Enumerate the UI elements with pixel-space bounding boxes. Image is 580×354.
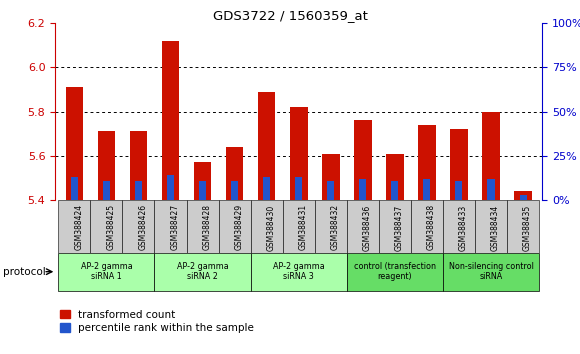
- Bar: [162, 41, 179, 200]
- Bar: [135, 181, 142, 200]
- Text: GSM388426: GSM388426: [139, 204, 147, 250]
- Bar: [487, 179, 495, 200]
- Text: GSM388429: GSM388429: [234, 204, 244, 250]
- Bar: [392, 181, 398, 200]
- Bar: [71, 177, 78, 200]
- Bar: [219, 200, 251, 253]
- Text: GSM388432: GSM388432: [331, 204, 340, 250]
- Bar: [386, 154, 404, 200]
- Text: GSM388427: GSM388427: [171, 204, 179, 250]
- Bar: [282, 200, 315, 253]
- Text: control (transfection
reagent): control (transfection reagent): [354, 262, 436, 281]
- Bar: [520, 195, 527, 200]
- Bar: [258, 92, 276, 200]
- Text: GSM388434: GSM388434: [491, 204, 500, 251]
- Bar: [443, 252, 539, 291]
- Bar: [97, 131, 115, 200]
- Bar: [514, 191, 532, 200]
- Bar: [507, 200, 539, 253]
- Bar: [354, 120, 372, 200]
- Bar: [194, 162, 211, 200]
- Bar: [475, 200, 507, 253]
- Bar: [359, 179, 367, 200]
- Bar: [199, 181, 206, 200]
- Bar: [263, 177, 270, 200]
- Text: Non-silencing control
siRNA: Non-silencing control siRNA: [448, 262, 534, 281]
- Bar: [418, 125, 436, 200]
- Text: GSM388425: GSM388425: [106, 204, 115, 250]
- Bar: [295, 177, 302, 200]
- Bar: [443, 200, 475, 253]
- Bar: [251, 252, 347, 291]
- Text: GSM388437: GSM388437: [395, 204, 404, 251]
- Bar: [327, 181, 334, 200]
- Bar: [411, 200, 443, 253]
- Text: protocol: protocol: [3, 267, 46, 277]
- Bar: [290, 107, 307, 200]
- Bar: [103, 181, 110, 200]
- Text: AP-2 gamma
siRNA 2: AP-2 gamma siRNA 2: [177, 262, 229, 281]
- Text: GSM388431: GSM388431: [299, 204, 308, 250]
- Bar: [226, 147, 244, 200]
- Bar: [154, 200, 187, 253]
- Text: GSM388428: GSM388428: [202, 204, 212, 250]
- Text: AP-2 gamma
siRNA 3: AP-2 gamma siRNA 3: [273, 262, 325, 281]
- Text: GSM388433: GSM388433: [459, 204, 468, 251]
- Text: GSM388438: GSM388438: [427, 204, 436, 250]
- Text: GSM388435: GSM388435: [523, 204, 532, 251]
- Text: AP-2 gamma
siRNA 1: AP-2 gamma siRNA 1: [81, 262, 132, 281]
- Bar: [482, 112, 500, 200]
- Bar: [455, 181, 462, 200]
- Bar: [315, 200, 347, 253]
- Bar: [450, 129, 468, 200]
- Bar: [59, 200, 90, 253]
- Bar: [129, 131, 147, 200]
- Text: GSM388436: GSM388436: [363, 204, 372, 251]
- Bar: [167, 175, 174, 200]
- Text: GSM388430: GSM388430: [267, 204, 276, 251]
- Bar: [251, 200, 282, 253]
- Bar: [90, 200, 122, 253]
- Bar: [66, 87, 83, 200]
- Text: GSM388424: GSM388424: [74, 204, 84, 250]
- Bar: [347, 200, 379, 253]
- Bar: [423, 179, 430, 200]
- Text: GDS3722 / 1560359_at: GDS3722 / 1560359_at: [212, 9, 368, 22]
- Legend: transformed count, percentile rank within the sample: transformed count, percentile rank withi…: [60, 310, 254, 333]
- Bar: [379, 200, 411, 253]
- Bar: [122, 200, 154, 253]
- Bar: [322, 154, 339, 200]
- Bar: [347, 252, 443, 291]
- Bar: [187, 200, 219, 253]
- Bar: [154, 252, 251, 291]
- Bar: [231, 181, 238, 200]
- Bar: [59, 252, 154, 291]
